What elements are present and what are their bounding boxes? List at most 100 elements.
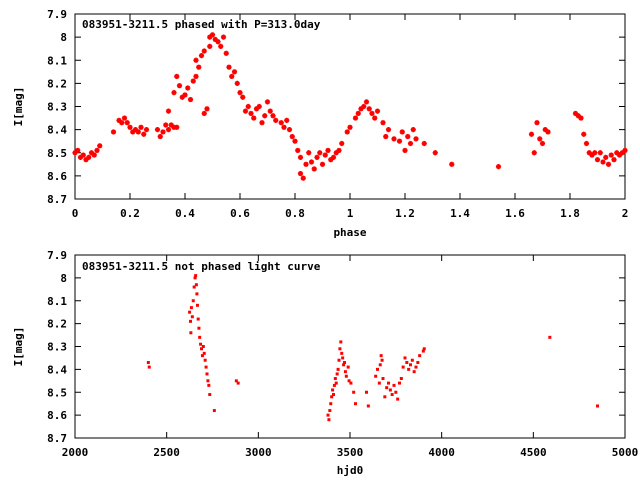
data-point [388, 388, 392, 392]
data-point [196, 64, 202, 70]
data-point [201, 48, 207, 54]
y-tick-label: 7.9 [47, 8, 67, 21]
y-tick-label: 8.2 [47, 318, 67, 331]
data-point [199, 342, 203, 346]
data-point [352, 390, 356, 394]
data-point [197, 326, 201, 330]
data-point [399, 129, 405, 135]
data-point [399, 377, 403, 381]
plot-frame [74, 254, 626, 439]
data-point [355, 110, 361, 117]
data-point [119, 120, 125, 126]
data-point [396, 397, 400, 401]
data-point [600, 159, 606, 165]
data-point [245, 103, 251, 110]
data-point [409, 363, 412, 367]
data-point [575, 113, 581, 119]
data-point [403, 356, 407, 360]
data-point [192, 285, 196, 289]
data-point [262, 113, 268, 119]
data-point [189, 319, 192, 323]
data-point [327, 418, 331, 422]
data-point [329, 402, 333, 406]
data-point [344, 374, 348, 378]
data-point [278, 120, 284, 126]
data-point [322, 152, 328, 158]
data-point [270, 113, 276, 119]
data-point [234, 80, 240, 86]
data-point [256, 103, 262, 110]
data-point [188, 310, 192, 314]
x-tick-label: 3500 [337, 446, 364, 459]
x-tick-label: 0.4 [175, 207, 195, 220]
data-point [344, 129, 350, 135]
data-point [220, 34, 227, 40]
data-point [251, 115, 257, 121]
data-point [592, 150, 598, 156]
data-point [358, 106, 364, 112]
data-point [378, 363, 382, 367]
chart-title: 083951-3211.5 not phased light curve [82, 260, 321, 273]
data-point [218, 43, 224, 49]
y-tick-label: 8.3 [47, 101, 67, 114]
y-tick-label: 8.6 [47, 170, 67, 183]
data-point [341, 356, 345, 360]
data-point [193, 73, 199, 80]
plot-frame [74, 13, 626, 200]
data-point [347, 379, 351, 383]
data-point [361, 103, 367, 110]
data-point [141, 131, 147, 137]
x-tick-label: 1.4 [450, 207, 470, 220]
data-point [72, 150, 78, 156]
data-point [335, 372, 339, 376]
data-point [328, 157, 334, 163]
data-point [205, 372, 209, 376]
data-point [207, 383, 211, 387]
data-point [160, 129, 166, 135]
data-point [182, 92, 188, 98]
data-point [185, 85, 191, 91]
data-point [376, 367, 379, 371]
data-point [179, 94, 185, 100]
data-point [198, 335, 202, 339]
data-point [366, 106, 372, 112]
data-point [416, 361, 420, 365]
data-point [405, 361, 409, 365]
data-point [402, 147, 408, 154]
data-point [193, 57, 199, 63]
data-point [292, 138, 298, 144]
data-point [611, 157, 617, 163]
y-axis-label: I[mag] [12, 327, 25, 367]
data-point [240, 94, 246, 100]
y-tick-label: 8 [60, 31, 67, 44]
data-point [273, 117, 279, 123]
y-tick-label: 8.3 [47, 341, 67, 354]
y-tick-label: 8.4 [47, 363, 67, 376]
data-point [165, 127, 172, 133]
data-point [196, 317, 200, 321]
data-point [418, 354, 422, 358]
data-point [193, 276, 197, 280]
data-point [314, 154, 320, 160]
data-point [330, 395, 334, 399]
data-point [86, 154, 92, 160]
data-point [206, 379, 210, 383]
data-point [332, 383, 336, 387]
y-tick-label: 8.5 [47, 386, 67, 399]
data-point [226, 64, 232, 70]
y-tick-label: 8.4 [47, 124, 67, 137]
data-point [572, 110, 579, 117]
data-point [372, 115, 378, 121]
data-point [195, 292, 199, 296]
data-point [332, 393, 335, 397]
data-point [194, 274, 198, 278]
data-point [328, 409, 332, 413]
data-point [176, 83, 183, 89]
data-point [619, 150, 625, 156]
data-point [190, 78, 196, 84]
y-tick-label: 8.7 [47, 432, 67, 445]
data-point [237, 90, 243, 96]
data-point [333, 150, 339, 156]
data-point [338, 347, 342, 351]
data-point [407, 140, 414, 147]
